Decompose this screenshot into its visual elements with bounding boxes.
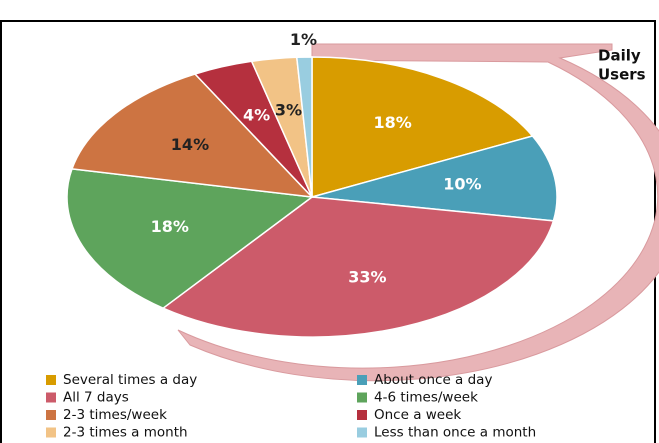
legend-label: Once a week bbox=[374, 407, 461, 423]
legend-swatch bbox=[46, 375, 56, 385]
data-label: 1% bbox=[290, 30, 317, 49]
data-label: 3% bbox=[275, 101, 302, 120]
pie-slice bbox=[311, 56, 534, 198]
data-label: 18% bbox=[151, 217, 189, 236]
pie-slice bbox=[66, 168, 314, 310]
data-label: 10% bbox=[443, 174, 481, 193]
data-label: 33% bbox=[348, 267, 386, 286]
legend-label: About once a day bbox=[374, 372, 492, 388]
legend-label: 2-3 times a month bbox=[63, 425, 188, 441]
daily-users-arrow bbox=[177, 43, 659, 382]
legend-swatch bbox=[357, 427, 367, 438]
legend-swatch bbox=[46, 392, 56, 403]
pie-slice bbox=[311, 135, 558, 222]
legend-label: 4-6 times/week bbox=[374, 390, 478, 406]
annotation: Daily bbox=[598, 47, 641, 65]
legend-label: All 7 days bbox=[63, 390, 129, 406]
legend-swatch bbox=[357, 392, 367, 403]
data-label: 14% bbox=[171, 135, 209, 154]
legend-swatch bbox=[357, 375, 367, 385]
pie-slice bbox=[295, 56, 313, 198]
legend-swatch bbox=[357, 410, 367, 420]
pie-slice bbox=[70, 73, 314, 198]
legend-label: Several times a day bbox=[63, 372, 197, 388]
legend-swatch bbox=[46, 427, 56, 438]
data-label: 4% bbox=[243, 106, 270, 125]
data-label: 18% bbox=[374, 113, 412, 132]
annotation: Users bbox=[598, 66, 646, 84]
legend-label: 2-3 times/week bbox=[63, 407, 167, 423]
pie-slice bbox=[161, 196, 555, 338]
legend-label: Less than once a month bbox=[374, 425, 536, 441]
legend-swatch bbox=[46, 410, 56, 420]
